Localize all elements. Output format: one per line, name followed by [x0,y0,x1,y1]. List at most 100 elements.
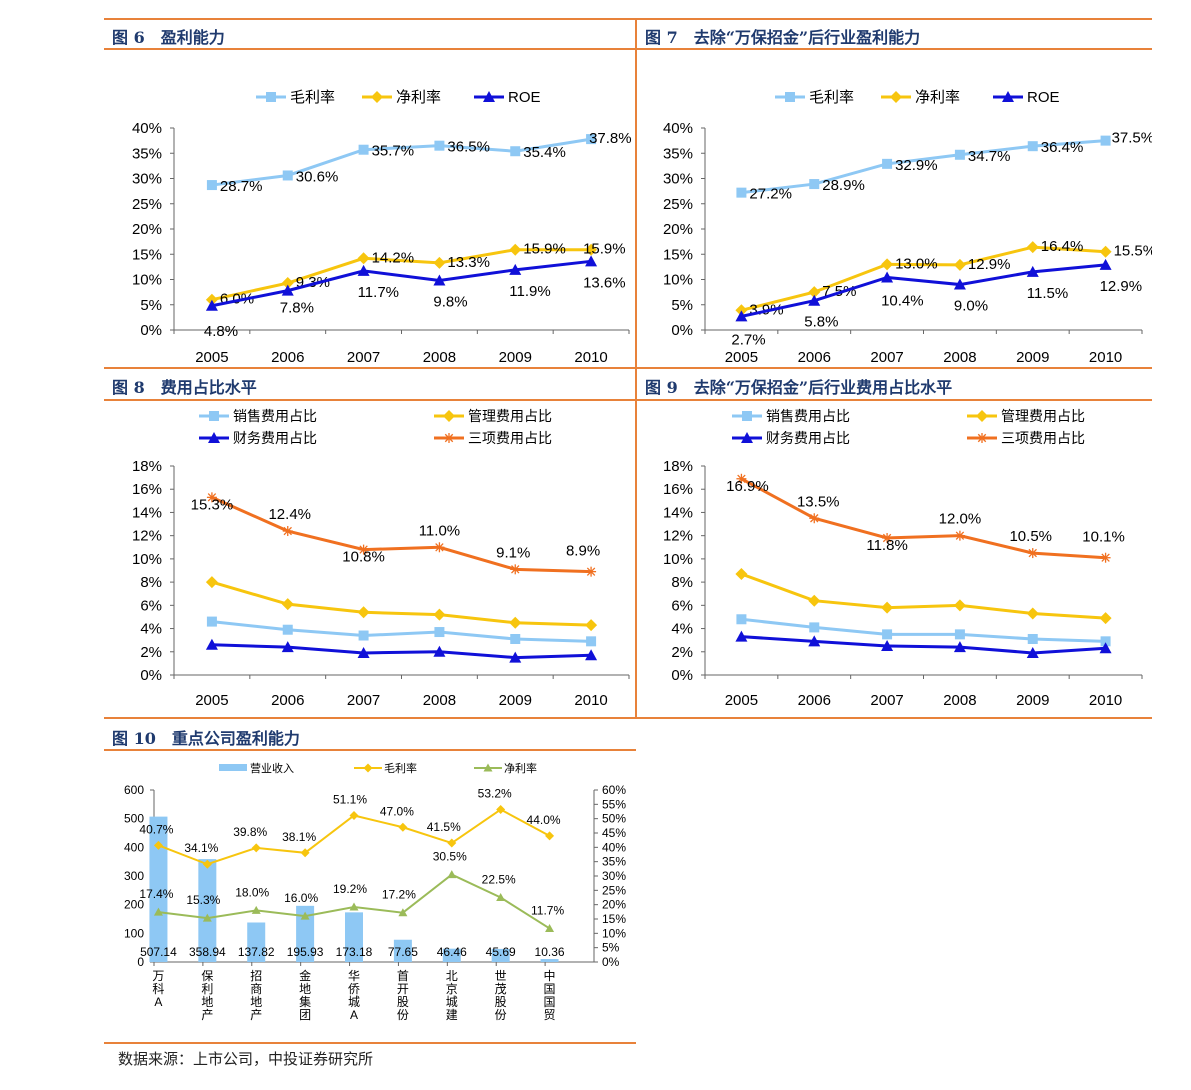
data-point [153,907,163,916]
legend-marker [890,91,902,103]
data-label: 11.8% [866,537,907,554]
y-tick-label: 10% [663,551,693,568]
data-point [1099,612,1112,625]
series-line [741,245,1106,312]
data-point [282,170,293,181]
data-label: 12.9% [968,256,1011,273]
data-label: 15.3% [186,893,220,907]
bar-label: 46.46 [437,945,467,959]
data-label: 4.8% [204,323,238,340]
x-tick-label: 北京城建 [446,969,458,1022]
y-tick-label: 25% [663,196,693,213]
data-label: 15.3% [191,496,234,513]
data-point [881,601,894,614]
data-label: 12.9% [1100,278,1143,295]
y-tick-label: 15% [663,246,693,263]
data-point [954,530,965,541]
y-tick-label: 40% [663,120,693,137]
x-tick-label: 2008 [423,349,456,366]
data-label: 36.5% [447,139,490,156]
data-label: 35.7% [372,143,415,160]
data-label: 5.8% [804,314,838,331]
y-tick-label: 10% [132,551,162,568]
y-tick-label: 5% [671,297,693,314]
data-point [300,848,310,858]
data-point [1099,642,1112,654]
x-tick-label: 保利地产 [201,969,213,1022]
data-label: 30.6% [296,168,339,185]
data-point [585,649,598,661]
y-tick-label: 0% [671,667,693,684]
series-line [211,495,592,574]
divider-row2 [104,399,1152,401]
legend-label: 营业收入 [250,761,294,775]
data-point [1027,141,1038,152]
series-line [211,580,592,627]
panel-fig9: 图 9 去除“万保招金”后行业费用占比水平 0% 2% 4% 6% 8% 10% 12% 14… [637,367,1152,717]
data-point [281,277,294,290]
y-tick-label-right: 0% [602,955,620,969]
chart-title: 图 9 去除“万保招金”后行业费用占比水平 [645,378,953,397]
data-point [496,804,506,814]
data-point [881,639,894,651]
divider-top [104,18,1152,20]
data-label: 12.0% [939,511,982,528]
data-point [358,144,369,155]
data-label: 44.0% [527,813,561,827]
y-tick-label: 300 [124,869,144,883]
data-point [953,258,966,271]
data-point [809,622,820,633]
bar [345,912,363,962]
legend-marker [443,410,455,422]
data-label: 15.5% [1114,243,1152,260]
data-point [545,923,555,932]
y-tick-label-right: 40% [602,840,626,854]
y-tick-label: 2% [140,644,162,661]
legend-label: 净利率 [504,761,537,775]
divider-row1 [104,48,1152,50]
data-label: 11.7% [531,903,564,917]
legend-marker [742,411,752,421]
data-point [510,634,521,645]
series-line [211,137,592,187]
data-label: 16.9% [726,478,769,495]
data-point [434,140,445,151]
data-point [281,284,294,296]
y-tick-label-right: 35% [602,855,626,869]
bar-label: 358.94 [189,945,226,959]
chart-title: 图 8 费用占比水平 [112,378,257,397]
y-tick-label: 30% [132,171,162,188]
data-point [205,576,218,589]
data-label: 13.6% [583,274,626,291]
source-note: 数据来源：上市公司，中投证券研究所 [118,1050,374,1068]
legend-label: 毛利率 [809,89,854,106]
data-label: 51.1% [333,793,367,807]
data-point [954,629,965,640]
data-point [1099,258,1112,270]
data-label: 13.3% [447,254,490,271]
data-point [434,627,445,638]
legend-label: ROE [508,89,541,106]
x-tick-label: 2006 [798,692,831,709]
data-point [357,252,370,265]
x-tick-label: 2010 [1089,692,1122,709]
y-tick-label: 600 [124,783,144,797]
y-tick-label: 15% [132,246,162,263]
legend-marker [208,432,220,443]
chart-fig7: 0% 5% 10% 15% 20% 25% 30% 35% 40% 2005 2006 2007 200… [663,89,1152,366]
data-point [281,641,294,653]
x-tick-label: 2008 [943,349,976,366]
x-tick-label: 2006 [271,349,304,366]
legend-marker [209,411,219,421]
data-point [205,638,218,650]
panel-fig8: 图 8 费用占比水平 0% 2% 4% 6% 8% 10% 12% 14% 16% 18% 2005… [104,367,635,717]
data-point [357,646,370,658]
bar-label: 173.18 [336,945,373,959]
y-tick-label: 10% [132,272,162,289]
data-label: 35.4% [523,144,566,161]
y-tick-label: 16% [663,481,693,498]
data-point [882,158,893,169]
series-line [211,248,592,302]
data-point [509,243,522,256]
divider-vertical-2 [635,367,637,718]
